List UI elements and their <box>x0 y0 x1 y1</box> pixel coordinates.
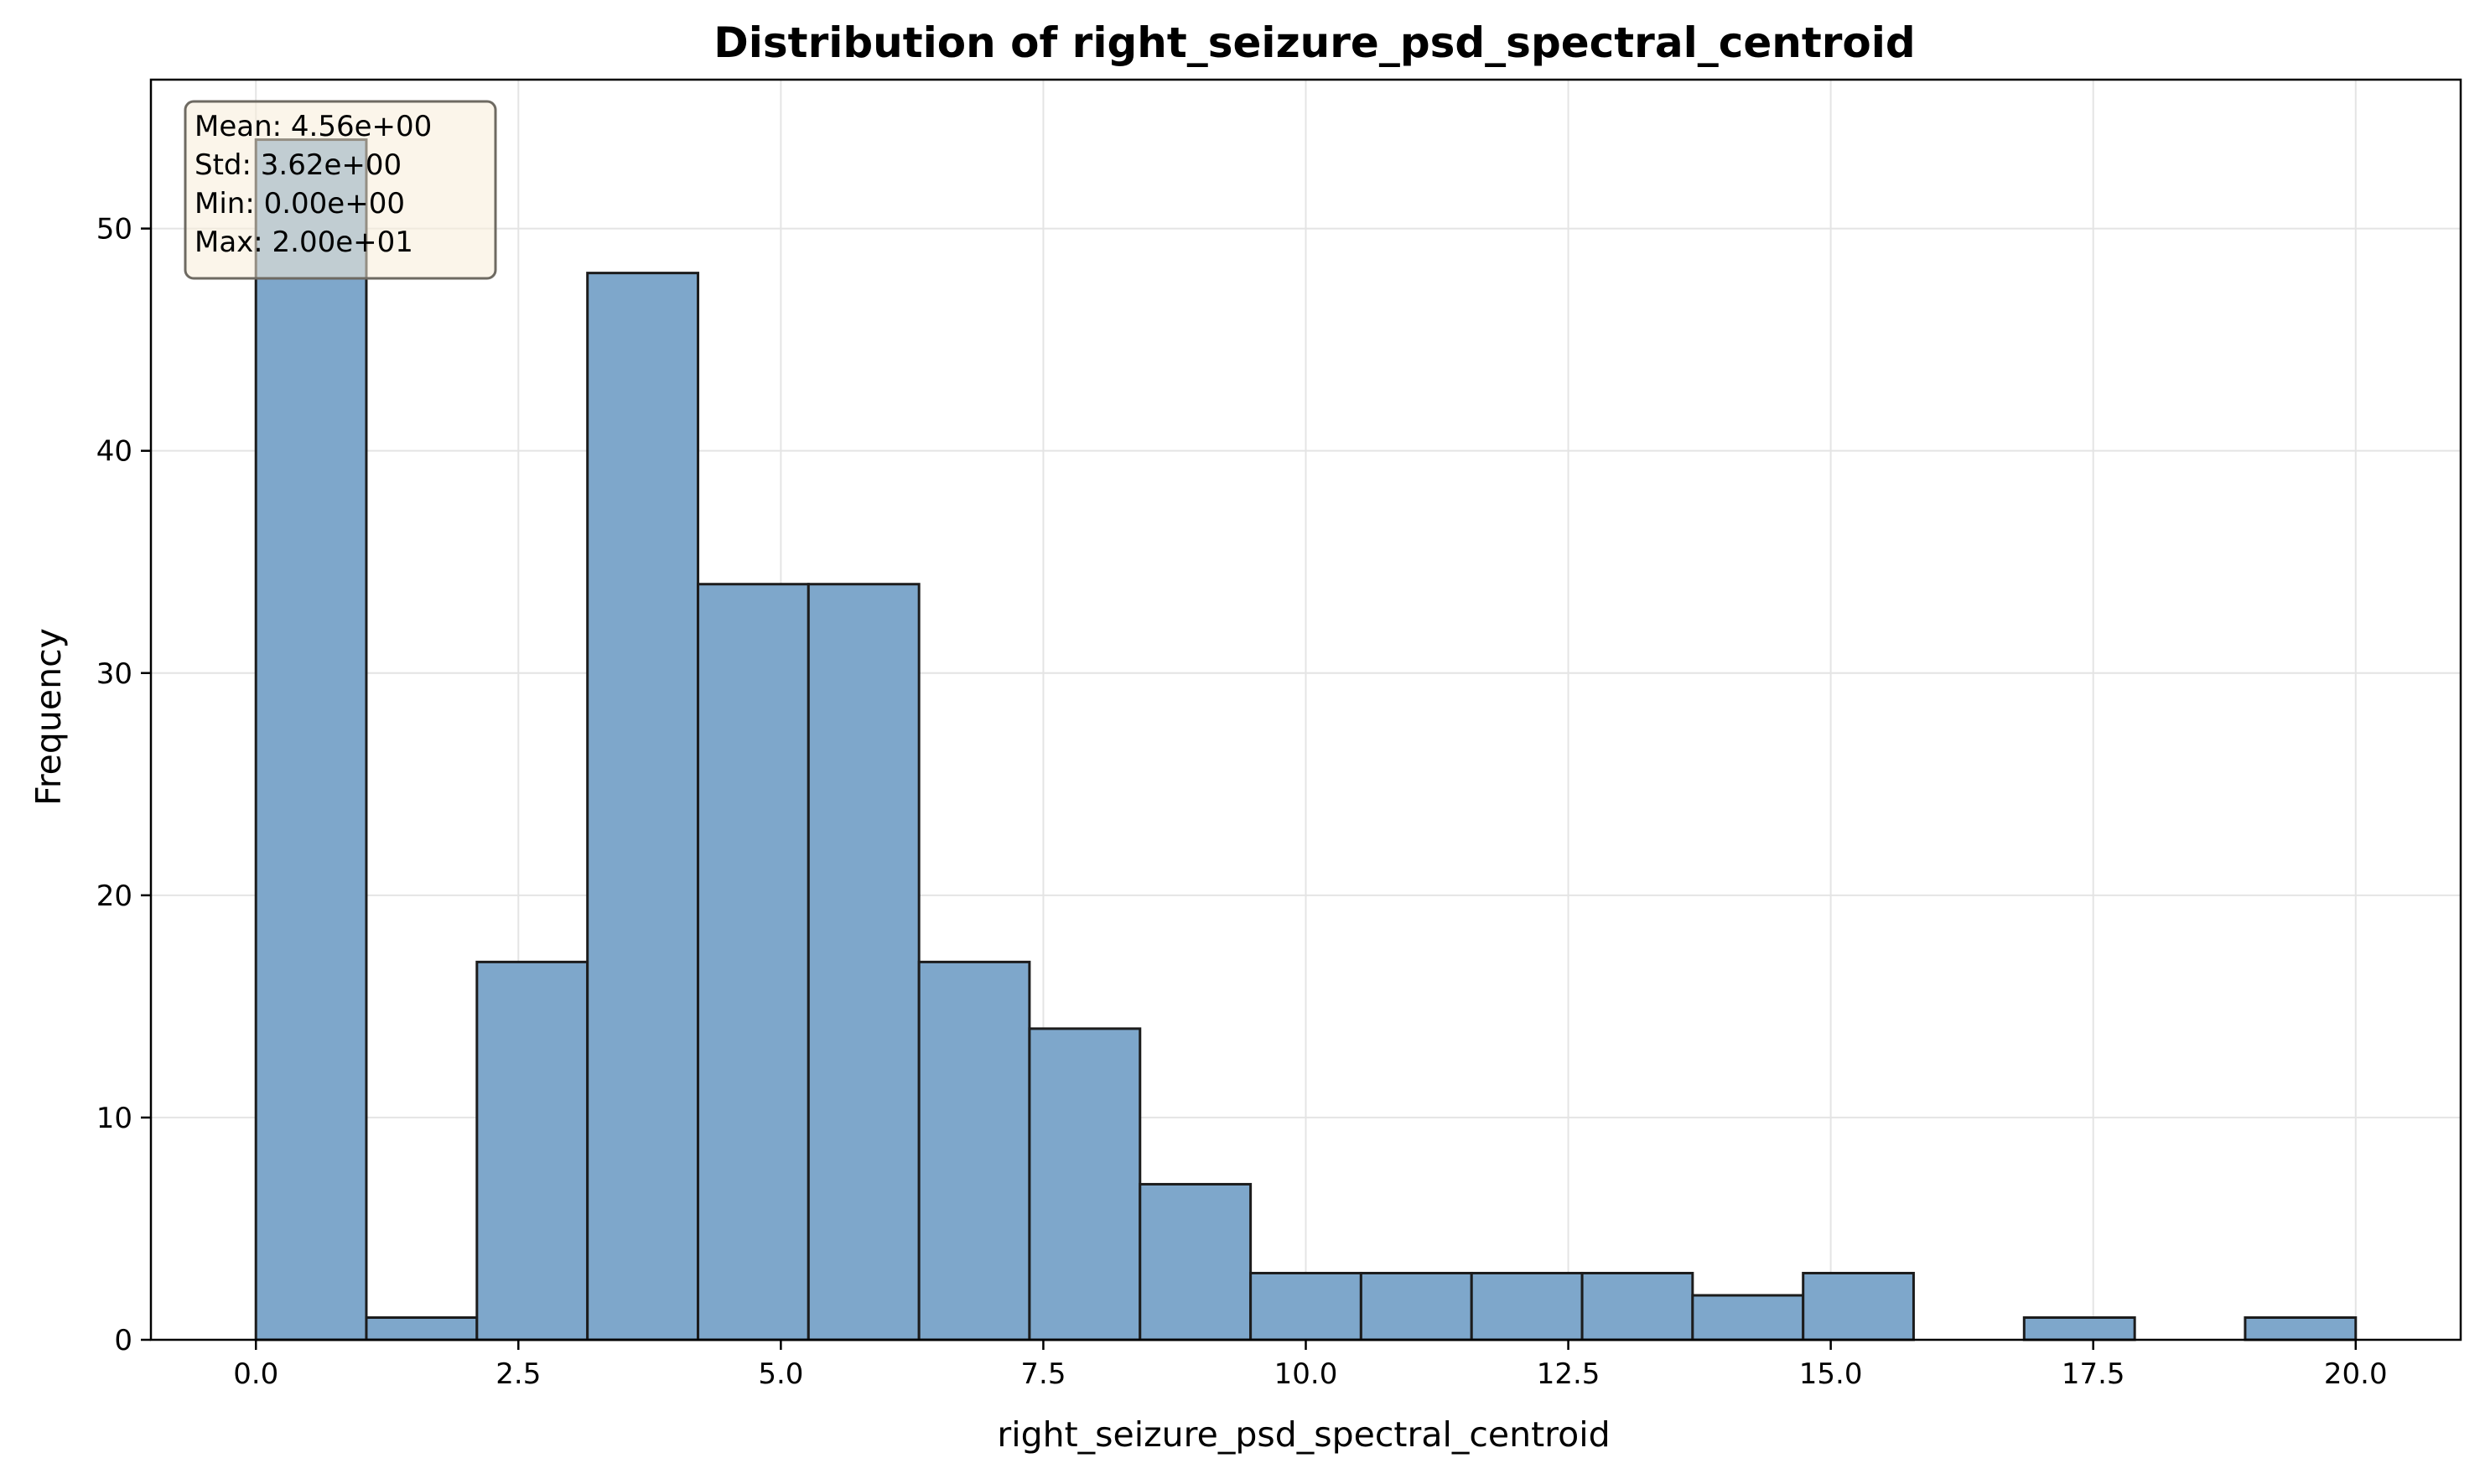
histogram-bar <box>365 1315 479 1341</box>
histogram-bar <box>807 583 921 1341</box>
histogram-bar <box>1139 1182 1253 1341</box>
histogram-bar <box>2022 1315 2136 1341</box>
histogram-bar <box>586 272 700 1341</box>
x-tick-label: 2.5 <box>495 1357 541 1391</box>
ticks-layer: 0.0 2.5 5.0 7.5 10.0 12.5 15.0 17.5 20.0 0 10 20 30 4… <box>96 213 2388 1391</box>
bars-layer <box>254 138 2358 1341</box>
x-tick-label: 7.5 <box>1020 1357 1066 1391</box>
histogram-bar <box>1249 1271 1362 1341</box>
stats-std: Std: 3.62e+00 <box>195 148 402 182</box>
x-tick-label: 15.0 <box>1799 1357 1863 1391</box>
stats-min: Min: 0.00e+00 <box>195 187 405 221</box>
histogram-bar <box>1470 1271 1584 1341</box>
y-tick-label: 30 <box>96 657 132 691</box>
x-tick-label: 5.0 <box>758 1357 803 1391</box>
stats-max: Max: 2.00e+01 <box>195 226 413 259</box>
histogram-bar <box>1359 1271 1473 1341</box>
chart-title: Distribution of right_seizure_psd_spectr… <box>713 18 1915 67</box>
x-tick-label: 17.5 <box>2062 1357 2125 1391</box>
x-axis-label: right_seizure_psd_spectral_centroid <box>997 1414 1610 1455</box>
y-tick-label: 20 <box>96 880 132 913</box>
histogram-bar <box>475 960 589 1341</box>
stats-mean: Mean: 4.56e+00 <box>195 110 432 143</box>
y-axis-label: Frequency <box>29 628 69 806</box>
histogram-bar <box>1802 1271 1915 1341</box>
x-tick-label: 10.0 <box>1274 1357 1338 1391</box>
histogram-bar <box>1580 1271 1694 1341</box>
y-tick-label: 40 <box>96 435 132 469</box>
y-tick-label: 10 <box>96 1102 132 1135</box>
x-tick-label: 12.5 <box>1537 1357 1600 1391</box>
x-tick-label: 0.0 <box>233 1357 278 1391</box>
histogram-bar <box>254 138 368 1341</box>
histogram-bar <box>917 960 1031 1341</box>
stats-box: Mean: 4.56e+00 Std: 3.62e+00 Min: 0.00e+… <box>184 100 497 280</box>
x-tick-label: 20.0 <box>2324 1357 2388 1391</box>
histogram-bar <box>1691 1294 1805 1341</box>
histogram-bar <box>2244 1315 2358 1341</box>
histogram-bar <box>1028 1027 1142 1341</box>
y-tick-label: 50 <box>96 213 132 246</box>
y-tick-label: 0 <box>114 1324 132 1357</box>
stats-box-background <box>184 100 497 280</box>
histogram-bar <box>697 583 810 1341</box>
